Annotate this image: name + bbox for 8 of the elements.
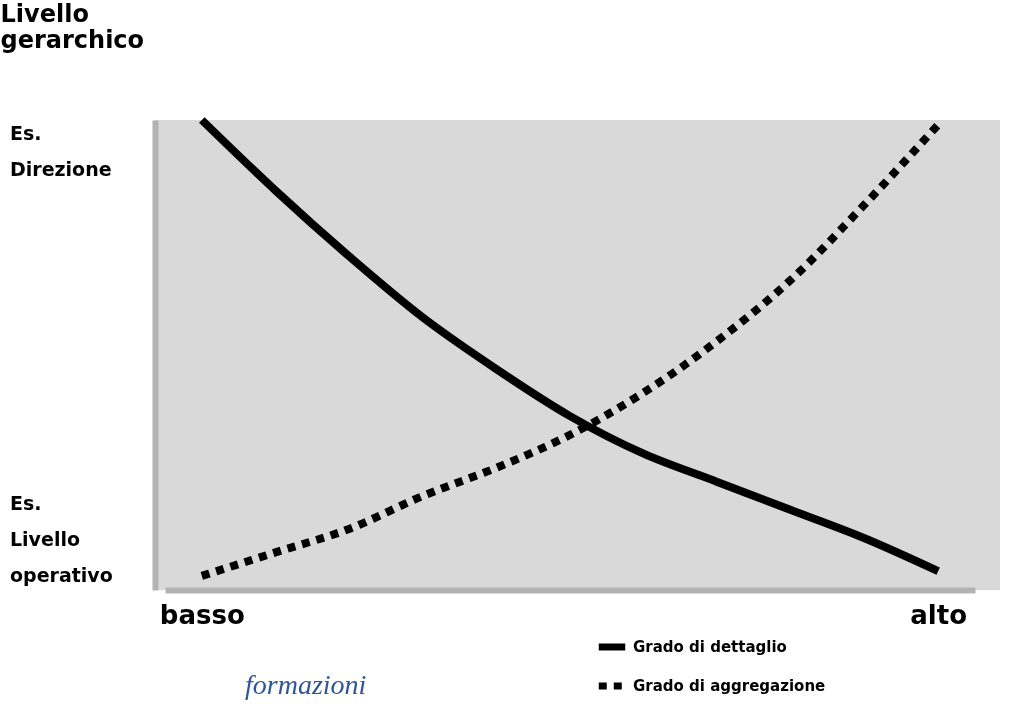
legend-label: Grado di dettaglio xyxy=(633,638,787,656)
text: Es. Direzione xyxy=(10,122,112,181)
text: formazioni xyxy=(245,669,367,700)
x-tick-label: alto xyxy=(910,599,968,630)
x-tick-label: basso xyxy=(159,599,245,630)
y-axis-title: Livello gerarchico xyxy=(0,0,145,54)
legend-label: Grado di aggregazione xyxy=(633,677,826,695)
text: Es. Livello operativo xyxy=(10,492,113,587)
